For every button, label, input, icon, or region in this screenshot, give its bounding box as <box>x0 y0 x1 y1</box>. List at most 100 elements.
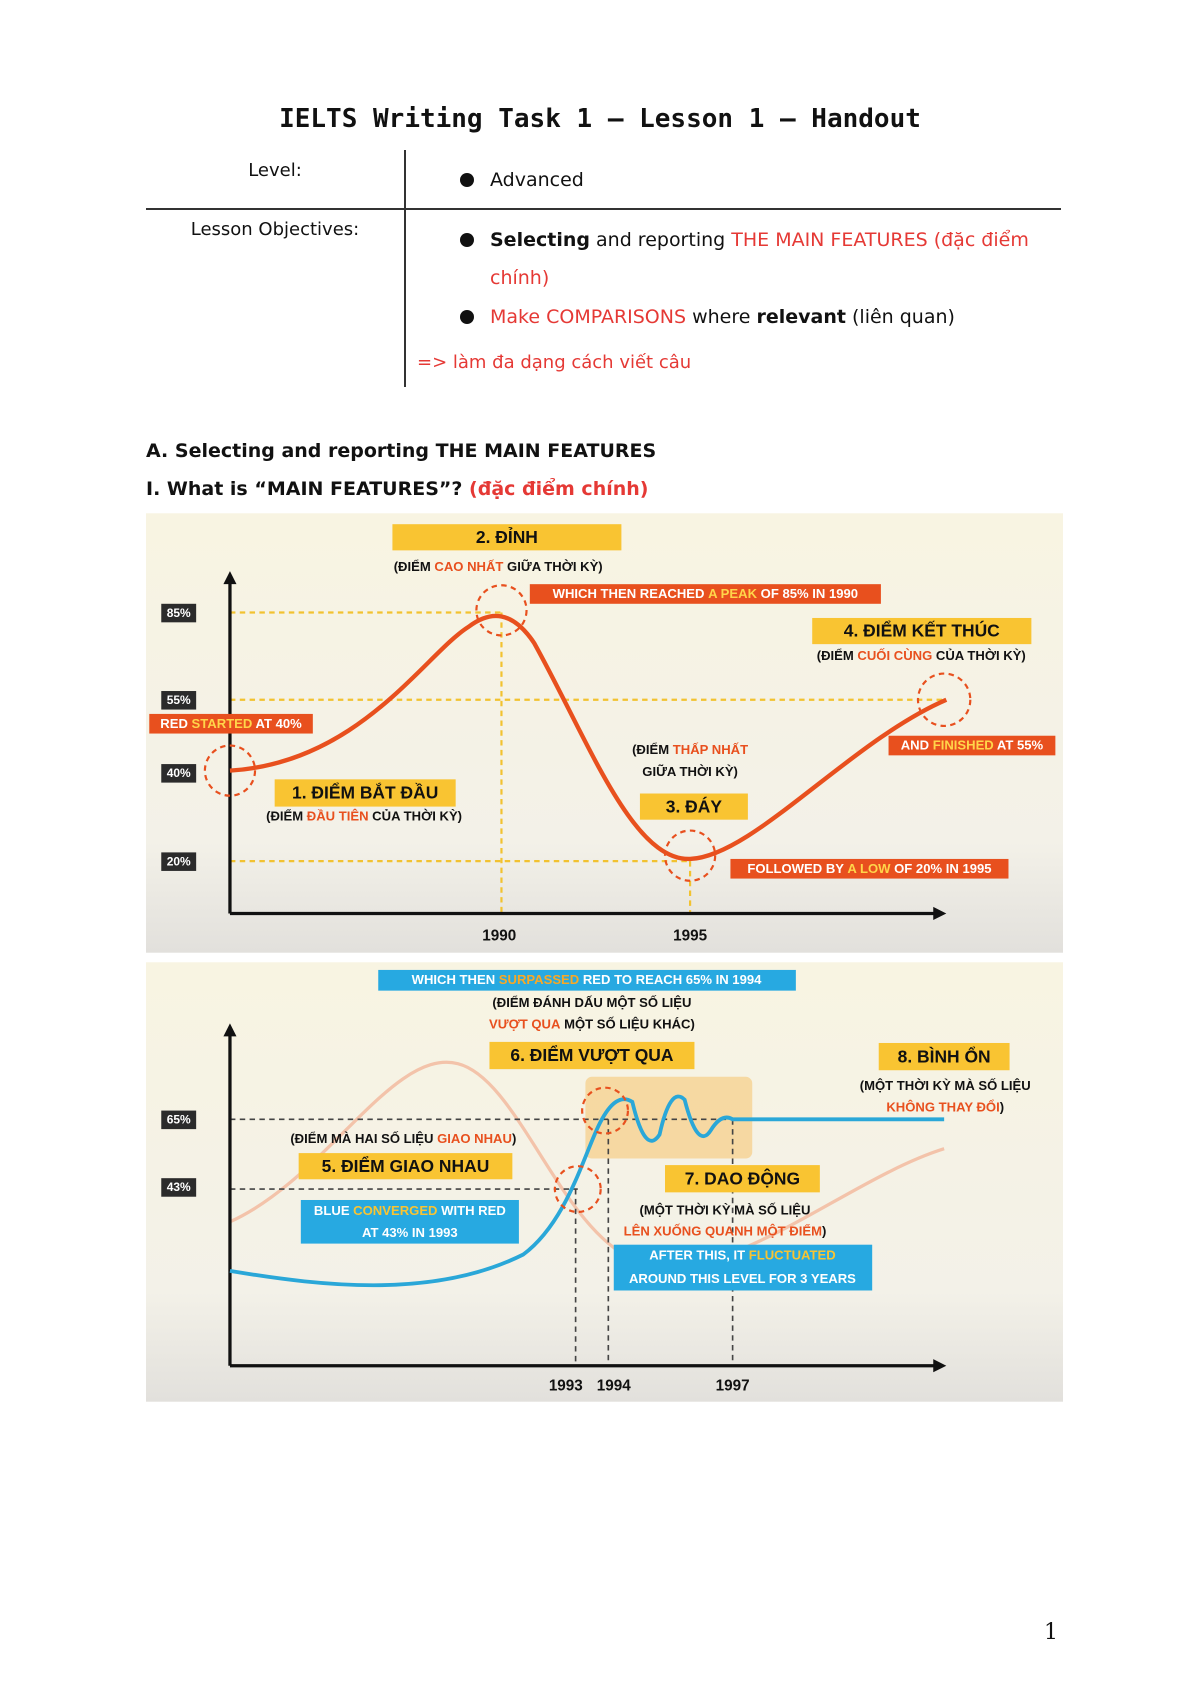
label: 4. ĐIỂM KẾT THÚC <box>844 620 1000 641</box>
label-part: WITH RED <box>437 1203 505 1218</box>
label-part: STARTED <box>192 716 253 731</box>
label-part: CỦA THỜI KỲ) <box>369 809 463 824</box>
label-part: WHICH THEN REACHED <box>553 587 708 602</box>
section-text: A. Selecting and reporting THE MAIN FEAT… <box>146 440 657 462</box>
label: RED STARTED AT 40% <box>160 716 302 731</box>
label: VƯỢT QUA MỘT SỐ LIỆU KHÁC) <box>489 1017 695 1032</box>
label: 6. ĐIỂM VƯỢT QUA <box>510 1044 673 1065</box>
label-box <box>298 1153 513 1180</box>
label: 1. ĐIỂM BẮT ĐẦU <box>292 782 438 803</box>
label-part: THẤP NHẤT <box>673 742 748 757</box>
level: Advanced <box>460 161 1065 199</box>
label-part: AND <box>901 738 933 753</box>
label-part: (ĐIỂM <box>632 742 673 757</box>
label-part: MỘT SỐ LIỆU KHÁC) <box>560 1017 694 1032</box>
label: BLUE CONVERGED WITH RED <box>314 1203 506 1218</box>
label-box <box>730 858 1009 879</box>
label: (ĐIỂM THẤP NHẤT <box>632 742 748 757</box>
label-part: LÊN XUỐNG QUANH MỘT ĐIỂM <box>624 1224 822 1239</box>
label-part: A PEAK <box>708 587 757 602</box>
label-part: GIỮA THỜI KỲ) <box>503 559 602 574</box>
label: (ĐIỂM ĐẦU TIÊN CỦA THỜI KỲ) <box>266 809 462 824</box>
label: 2. ĐỈNH <box>476 526 538 547</box>
section-text: (đặc điểm chính) <box>469 478 649 500</box>
label: 43% <box>167 1180 191 1194</box>
curve <box>229 1094 945 1288</box>
label-box <box>161 603 197 623</box>
label-part: RED <box>160 716 191 731</box>
label-part: (ĐIỂM <box>266 809 307 824</box>
label: WHICH THEN REACHED A PEAK OF 85% IN 1990 <box>553 587 858 602</box>
label: 7. DAO ĐỘNG <box>685 1167 800 1188</box>
objective-text: relevant <box>756 306 846 328</box>
label-part: FOLLOWED BY <box>747 861 847 876</box>
faint-curve <box>229 1060 945 1268</box>
level-label: Level: <box>248 160 302 181</box>
label-part: FINISHED <box>933 738 994 753</box>
label: 40% <box>167 766 191 780</box>
label: KHÔNG THAY ĐỔI) <box>886 1100 1004 1115</box>
label-part: CUỐI CÙNG <box>857 649 932 664</box>
label-part: AFTER THIS, IT <box>649 1248 749 1263</box>
label-part: AT 40% <box>252 716 302 731</box>
note: => làm đa dạng cách viết câu <box>417 352 692 373</box>
label: (MỘT THỜI KỲ MÀ SỐ LIỆU <box>860 1078 1031 1093</box>
label: (ĐIỂM CUỐI CÙNG CỦA THỜI KỲ) <box>817 649 1026 664</box>
label-box <box>812 617 1032 645</box>
label-part: ) <box>1000 1100 1004 1115</box>
label: 3. ĐÁY <box>666 795 723 816</box>
label-part: ) <box>512 1131 516 1146</box>
figure-1: 85% 55% 40% 20% 1990 1995 2. ĐỈNH (ĐIỂM CAO NHẤ… <box>146 513 1063 953</box>
label-box <box>392 524 622 551</box>
label-part: CỦA THỜI KỲ) <box>932 649 1026 664</box>
label: LÊN XUỐNG QUANH MỘT ĐIỂM) <box>624 1224 827 1239</box>
label-part: OF 20% IN 1995 <box>891 861 992 876</box>
label-box <box>300 1199 519 1244</box>
label-part: (ĐIỂM <box>817 649 858 664</box>
label: GIỮA THỜI KỲ) <box>642 764 738 779</box>
label-part: RED TO REACH 65% IN 1994 <box>579 972 762 987</box>
label-part: GIAO NHAU <box>437 1131 512 1146</box>
label-box <box>161 1110 197 1130</box>
axes <box>228 577 940 916</box>
label-part: WHICH THEN <box>412 972 499 987</box>
fluctuation-zone <box>585 1076 753 1159</box>
objective-text: where <box>686 306 757 328</box>
label-box <box>378 969 796 991</box>
label-box <box>888 735 1056 756</box>
label-part: OF 85% IN 1990 <box>757 587 858 602</box>
label-part: ) <box>822 1224 826 1239</box>
objective: Selecting and reporting THE MAIN FEATURE… <box>460 221 1065 297</box>
background <box>146 962 1063 1402</box>
section-heading: I. What is “MAIN FEATURES”? (đặc điểm ch… <box>146 478 648 500</box>
label: (MỘT THỜI KỲ MÀ SỐ LIỆU <box>639 1202 810 1217</box>
label: AND FINISHED AT 55% <box>901 738 1044 753</box>
label: 85% <box>167 606 191 620</box>
objective-text: THE MAIN FEATURES (đặc điểm chính) <box>490 229 1029 289</box>
label: 8. BÌNH ỔN <box>898 1045 991 1066</box>
label: (ĐIỂM CAO NHẤT GIỮA THỜI KỲ) <box>394 559 603 574</box>
objectives-label: Lesson Objectives: <box>190 219 360 240</box>
label-part: SURPASSED <box>499 972 579 987</box>
label-box <box>878 1042 1010 1071</box>
label-box <box>161 1178 197 1197</box>
objective-text: and reporting <box>589 229 732 251</box>
label-box <box>613 1244 873 1291</box>
label-part: BLUE <box>314 1203 353 1218</box>
table-rule <box>146 208 1061 210</box>
level-text: Advanced <box>490 169 584 191</box>
section-text: I. What is “MAIN FEATURES”? <box>146 478 470 500</box>
figure-2: 65% 43% 1993 1994 1997 WHICH THEN SURPASSED R… <box>146 962 1063 1402</box>
label: AT 43% IN 1993 <box>362 1225 458 1240</box>
label-part: KHÔNG THAY ĐỔI <box>886 1100 999 1115</box>
label-box <box>161 764 197 783</box>
label: WHICH THEN SURPASSED RED TO REACH 65% IN… <box>412 972 763 987</box>
label-part: AT 55% <box>994 738 1044 753</box>
label-box <box>149 713 313 734</box>
label: 1994 <box>597 1377 631 1394</box>
title: IELTS Writing Task 1 – Lesson 1 – Handou… <box>279 104 921 134</box>
label-box <box>274 779 456 807</box>
objective: Make COMPARISONS where relevant (liên qu… <box>460 298 1065 336</box>
objective-text: Make COMPARISONS <box>490 306 687 328</box>
label: (ĐIỂM MÀ HAI SỐ LIỆU GIAO NHAU) <box>290 1131 516 1146</box>
